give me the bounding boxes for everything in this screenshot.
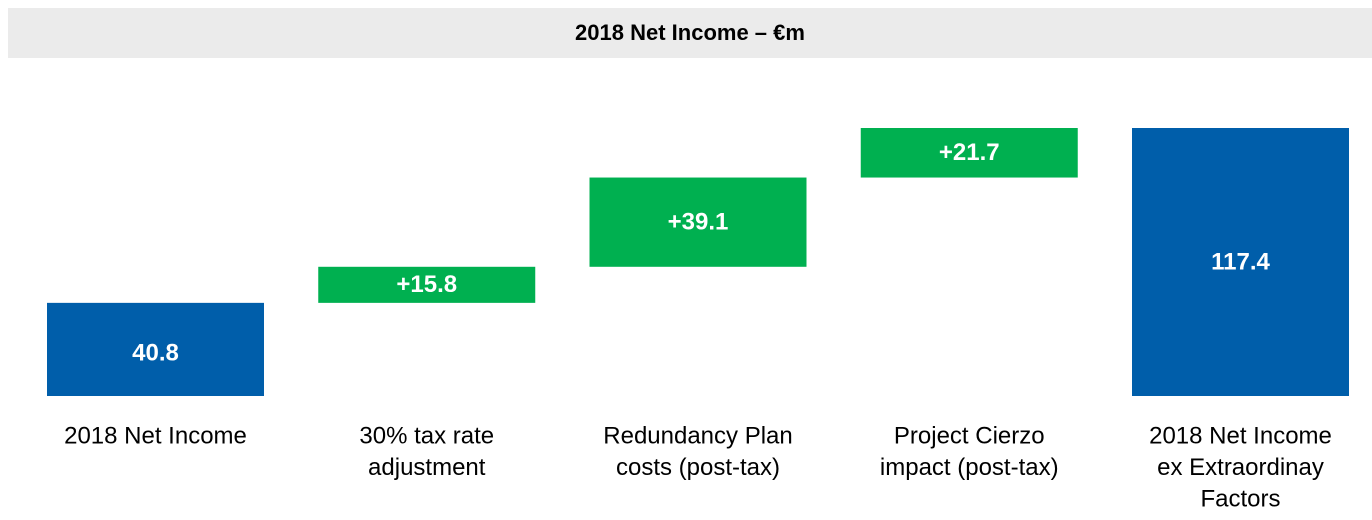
x-tick-label: 2018 Net Income (64, 422, 247, 449)
x-tick-label: costs (post-tax) (616, 454, 780, 481)
bar (589, 177, 807, 267)
value-label: 117.4 (1211, 248, 1270, 275)
bar (47, 302, 264, 396)
x-tick-label: adjustment (368, 454, 486, 481)
x-tick-label: 2018 Net Income (1149, 422, 1332, 449)
value-label: 40.8 (132, 339, 179, 366)
x-tick-label: impact (post-tax) (880, 454, 1059, 481)
bar (860, 128, 1078, 178)
value-label: +39.1 (668, 209, 729, 236)
bar (1132, 128, 1349, 396)
title-band (8, 8, 1372, 58)
value-label: +21.7 (939, 139, 1000, 166)
chart-title: 2018 Net Income – €m (575, 20, 805, 45)
bar (318, 266, 536, 303)
x-tick-label: 30% tax rate (359, 422, 494, 449)
x-tick-label: Redundancy Plan (603, 422, 792, 449)
x-tick-label: Factors (1200, 485, 1280, 512)
value-label: +15.8 (396, 271, 457, 298)
x-tick-label: Project Cierzo (894, 422, 1045, 449)
x-tick-label: ex Extraordinay (1157, 454, 1324, 481)
